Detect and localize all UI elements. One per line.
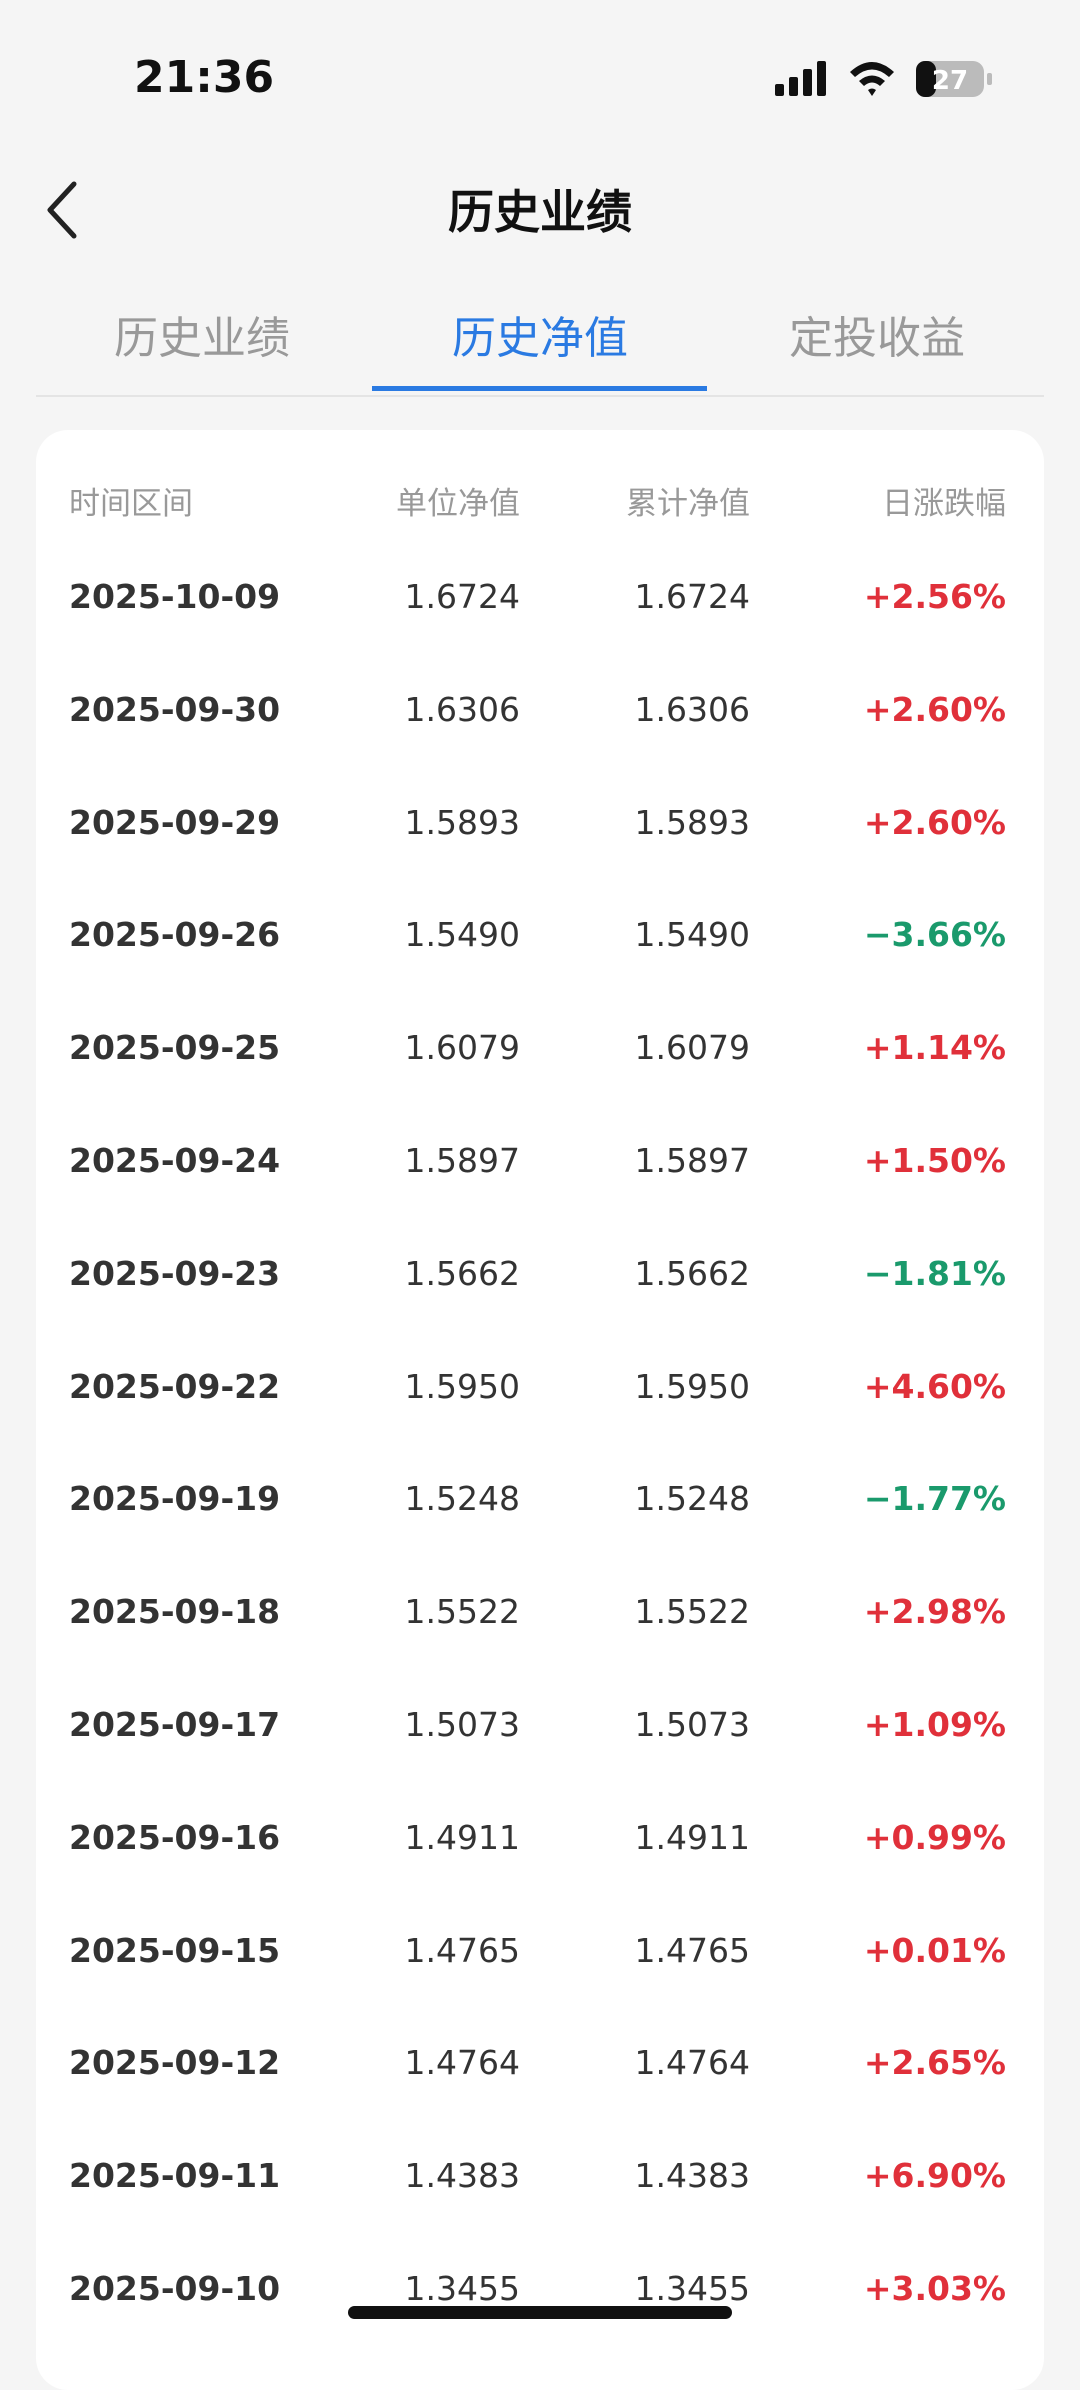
date: 2025-09-10 [69,2269,281,2308]
unit-nav: 1.5522 [404,1592,520,1632]
divider [36,395,1044,397]
cumulative-nav: 1.4765 [634,1930,750,1970]
status-time: 21:36 [134,52,275,103]
date: 2025-10-09 [69,577,281,616]
screen: 21:36 27 历史业绩 历史业绩 历史净值 定投收益 时间区间 单位净值 累计净值日… [36,52,1044,2319]
column-header: 累计净值 [626,486,750,522]
daily-change: −3.66% [863,915,1006,955]
table-card [36,430,1044,2390]
battery-level: 27 [932,66,968,96]
cumulative-nav: 1.4911 [634,1817,750,1857]
unit-nav: 1.5490 [404,915,520,955]
unit-nav: 1.6724 [404,577,520,616]
back-button[interactable] [44,180,84,240]
daily-change: +2.60% [863,802,1006,842]
date: 2025-09-18 [69,1592,281,1632]
date: 2025-09-26 [69,915,281,955]
unit-nav: 1.6306 [404,689,520,729]
date: 2025-09-15 [69,1930,281,1970]
date: 2025-09-25 [69,1028,281,1068]
column-header: 单位净值 [396,486,520,522]
unit-nav: 1.4764 [404,2043,520,2083]
cumulative-nav: 1.4764 [634,2043,750,2083]
daily-change: +1.09% [863,1705,1006,1744]
daily-change: +6.90% [863,2156,1006,2196]
daily-change: +2.56% [863,577,1006,616]
daily-change: +2.65% [863,2043,1006,2083]
cumulative-nav: 1.3455 [634,2269,750,2308]
unit-nav: 1.6079 [404,1028,520,1068]
date: 2025-09-24 [69,1141,281,1180]
cumulative-nav: 1.5662 [634,1253,750,1293]
tab[interactable]: 历史净值 [452,313,628,364]
daily-change: +3.03% [863,2269,1006,2308]
unit-nav: 1.4911 [404,1817,520,1857]
daily-change: +1.50% [863,1141,1006,1180]
cumulative-nav: 1.5073 [634,1705,750,1744]
date: 2025-09-11 [69,2156,281,2196]
date: 2025-09-23 [69,1253,281,1293]
daily-change: +4.60% [863,1366,1006,1406]
date: 2025-09-30 [69,689,281,729]
tab[interactable]: 历史业绩 [114,313,290,364]
daily-change: +1.14% [863,1028,1006,1068]
daily-change: −1.77% [863,1479,1006,1519]
unit-nav: 1.4765 [404,1930,520,1970]
cumulative-nav: 1.5897 [634,1141,750,1180]
tab-indicator [372,386,707,391]
unit-nav: 1.5893 [404,802,520,842]
column-header: 日涨跌幅 [882,486,1006,522]
date: 2025-09-17 [69,1705,281,1744]
unit-nav: 1.5950 [404,1366,520,1406]
unit-nav: 1.4383 [404,2156,520,2196]
status-icons: 27 [775,61,992,97]
date: 2025-09-16 [69,1817,281,1857]
unit-nav: 1.3455 [404,2269,520,2308]
cumulative-nav: 1.4383 [634,2156,750,2196]
page-title: 历史业绩 [448,185,632,239]
cumulative-nav: 1.5522 [634,1592,750,1632]
unit-nav: 1.5662 [404,1253,520,1293]
cumulative-nav: 1.6306 [634,689,750,729]
column-header: 时间区间 [69,486,193,522]
home-indicator [348,2306,732,2319]
unit-nav: 1.5248 [404,1479,520,1519]
daily-change: +0.01% [863,1930,1006,1970]
date: 2025-09-12 [69,2043,281,2083]
unit-nav: 1.5073 [404,1705,520,1744]
unit-nav: 1.5897 [404,1141,520,1180]
cumulative-nav: 1.5950 [634,1366,750,1406]
date: 2025-09-29 [69,802,281,842]
daily-change: +0.99% [863,1817,1006,1857]
cumulative-nav: 1.5248 [634,1479,750,1519]
daily-change: +2.98% [863,1592,1006,1632]
daily-change: +2.60% [863,689,1006,729]
cumulative-nav: 1.6724 [634,577,750,616]
date: 2025-09-22 [69,1366,281,1406]
cumulative-nav: 1.5893 [634,802,750,842]
cumulative-nav: 1.5490 [634,915,750,955]
date: 2025-09-19 [69,1479,281,1519]
tab[interactable]: 定投收益 [789,313,965,364]
daily-change: −1.81% [863,1253,1006,1293]
cumulative-nav: 1.6079 [634,1028,750,1068]
